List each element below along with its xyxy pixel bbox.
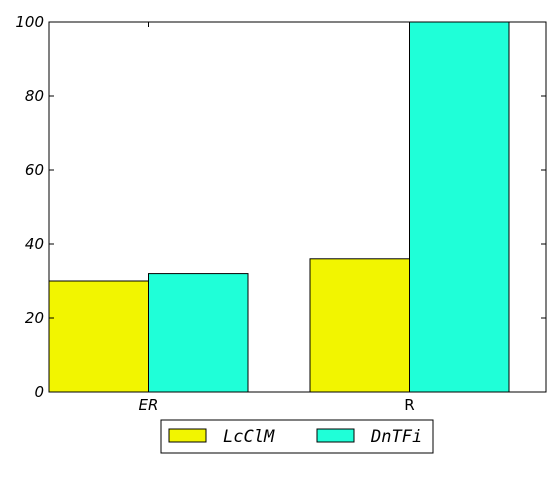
y-tick-label: 80 <box>25 87 44 105</box>
x-tick-label-R: R <box>404 396 414 414</box>
x-tick-label-ER: ER <box>139 396 159 414</box>
y-tick-label: 20 <box>25 309 44 327</box>
plot-frame <box>48 21 547 393</box>
y-tick-label: 100 <box>15 13 44 31</box>
bar-DnTFi-R <box>409 21 510 393</box>
legend-swatch-LcClM <box>168 428 207 443</box>
bar-DnTFi-ER <box>148 273 249 393</box>
legend-label-DnTFi: DnTFi <box>370 427 422 447</box>
y-tick-label: 40 <box>25 235 44 253</box>
y-tick-label: 0 <box>34 383 44 401</box>
bar-LcClM-R <box>309 258 410 393</box>
y-tick-label: 60 <box>25 161 44 179</box>
bar-LcClM-ER <box>48 280 149 393</box>
x-axis: ER R <box>139 22 415 414</box>
legend-label-LcClM: LcClM <box>223 427 275 447</box>
bars-group <box>48 21 510 393</box>
y-axis: 0 20 40 60 80 100 <box>15 13 546 401</box>
legend-swatch-DnTFi <box>316 428 355 443</box>
legend: LcClM DnTFi <box>160 419 434 454</box>
